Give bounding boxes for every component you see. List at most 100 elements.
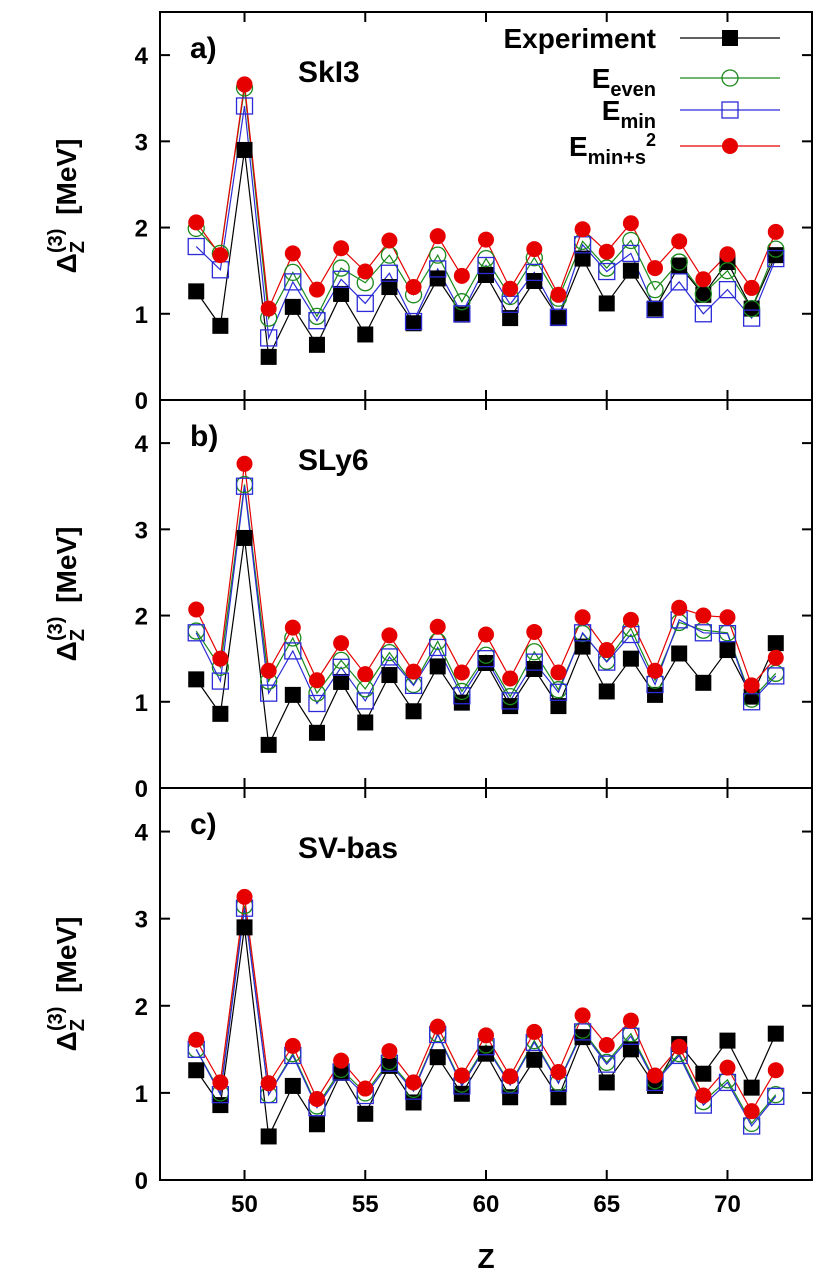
- data-point-filled-circle: [188, 601, 205, 618]
- data-point-filled-circle: [381, 232, 398, 249]
- data-point-open-circle: [718, 262, 737, 280]
- data-point-filled-square: [526, 1051, 543, 1068]
- data-point-filled-circle: [333, 1052, 350, 1069]
- data-point-filled-square: [212, 317, 229, 334]
- data-point-filled-square: [719, 1032, 736, 1049]
- data-point-filled-square: [284, 686, 301, 703]
- data-point-filled-circle: [743, 677, 760, 694]
- data-point-filled-circle: [526, 623, 543, 640]
- data-point-filled-square: [671, 645, 688, 662]
- data-point-filled-square: [622, 262, 639, 279]
- data-point-filled-square: [502, 310, 519, 327]
- y-tick-label: 2: [135, 994, 148, 1021]
- data-point-filled-circle: [260, 1075, 277, 1092]
- data-point-open-square: [598, 1055, 616, 1073]
- y-tick-label: 3: [135, 129, 148, 156]
- data-point-open-square: [525, 653, 543, 671]
- data-point-filled-circle: [429, 228, 446, 245]
- data-point-filled-square: [357, 326, 374, 343]
- y-tick-label: 1: [135, 1081, 148, 1108]
- data-point-filled-circle: [574, 609, 591, 626]
- data-point-open-square: [453, 305, 471, 323]
- data-point-open-circle: [332, 259, 350, 277]
- data-point-open-square: [477, 650, 495, 668]
- data-point-filled-square: [381, 279, 398, 296]
- y-tick-label: 1: [135, 690, 148, 717]
- x-tick-label: 50: [231, 1191, 258, 1218]
- y-tick-label: 1: [135, 302, 148, 329]
- data-point-filled-circle: [574, 1007, 591, 1024]
- data-point-filled-square: [550, 698, 567, 715]
- data-point-open-square: [694, 624, 712, 642]
- data-point-filled-circle: [260, 662, 277, 679]
- data-point-open-square: [404, 312, 423, 331]
- data-point-open-square: [525, 263, 543, 282]
- data-point-open-square: [742, 309, 761, 327]
- data-point-open-square: [308, 694, 326, 713]
- x-tick-label: 55: [352, 1191, 379, 1218]
- series-line-open-circle: [195, 905, 777, 1125]
- data-point-filled-circle: [550, 664, 567, 681]
- data-point-filled-square: [598, 295, 615, 312]
- data-point-filled-square: [284, 1077, 301, 1094]
- data-point-filled-circle: [719, 246, 736, 263]
- legend-label: Eeven: [592, 63, 656, 101]
- data-point-filled-circle: [695, 607, 712, 624]
- data-point-filled-square: [719, 642, 736, 659]
- data-point-filled-circle: [671, 233, 688, 250]
- x-tick-label: 60: [473, 1191, 500, 1218]
- legend-label: Emin: [602, 95, 656, 133]
- data-point-filled-square: [598, 1074, 615, 1091]
- legend-item: Experiment: [504, 23, 780, 54]
- data-point-open-square: [646, 300, 664, 319]
- series-line-filled-circle: [195, 463, 777, 687]
- data-point-open-square: [284, 273, 302, 291]
- series-line-open-circle: [195, 87, 777, 321]
- data-point-filled-circle: [574, 221, 591, 238]
- data-point-filled-circle: [236, 455, 253, 472]
- legend-marker: [721, 101, 739, 119]
- data-point-filled-square: [429, 658, 446, 675]
- data-point-open-circle: [284, 263, 302, 282]
- data-point-filled-circle: [719, 1059, 736, 1076]
- data-point-filled-square: [333, 673, 350, 690]
- data-point-filled-circle: [478, 231, 494, 248]
- legend-marker: [721, 69, 739, 87]
- data-point-filled-square: [381, 1057, 398, 1074]
- data-point-filled-square: [308, 724, 325, 741]
- x-tick-label: 65: [593, 1191, 620, 1218]
- data-point-open-square: [332, 270, 350, 288]
- y-tick-label: 0: [135, 776, 148, 803]
- data-point-open-square: [549, 683, 568, 701]
- data-point-filled-square: [260, 1128, 277, 1145]
- data-point-open-square: [187, 237, 205, 256]
- data-point-filled-circle: [308, 1090, 325, 1107]
- data-point-filled-square: [236, 529, 253, 546]
- data-point-filled-square: [188, 1062, 205, 1079]
- data-point-filled-square: [260, 348, 277, 365]
- y-tick-label: 3: [135, 517, 148, 544]
- y-tick-label: 2: [135, 216, 148, 243]
- data-point-filled-circle: [188, 1031, 205, 1048]
- data-point-open-circle: [646, 280, 664, 299]
- data-point-open-square: [380, 264, 399, 282]
- plot-frame: [159, 787, 813, 1181]
- y-tick-label: 0: [135, 388, 148, 415]
- data-point-filled-square: [622, 650, 639, 667]
- data-point-filled-circle: [308, 281, 325, 298]
- data-point-filled-square: [574, 250, 591, 267]
- data-point-filled-circle: [502, 670, 519, 687]
- data-point-filled-circle: [381, 627, 398, 644]
- x-axis-label: Z: [477, 1243, 494, 1274]
- data-point-filled-square: [695, 286, 712, 303]
- data-point-filled-circle: [695, 1087, 712, 1104]
- data-point-filled-circle: [647, 662, 664, 679]
- data-point-filled-square: [550, 310, 567, 327]
- legend-marker: [722, 138, 738, 154]
- data-point-filled-square: [429, 1049, 446, 1066]
- data-point-open-square: [356, 692, 374, 710]
- data-point-filled-circle: [622, 611, 639, 628]
- data-point-filled-square: [598, 683, 615, 700]
- data-point-filled-circle: [308, 672, 325, 689]
